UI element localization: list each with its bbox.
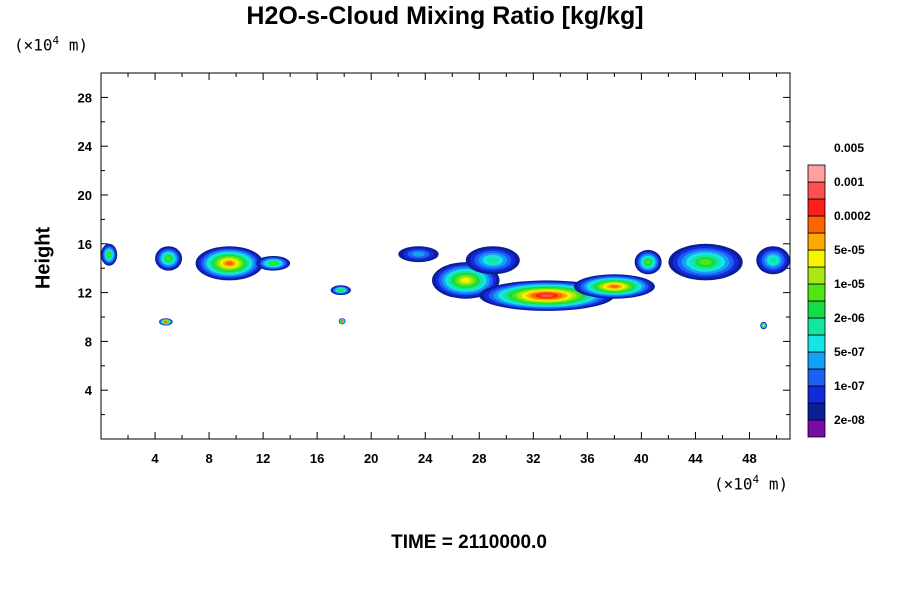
- x-unit-scale: ×10: [723, 474, 753, 494]
- cloud-region: [465, 246, 520, 275]
- colorbar-swatch: [807, 249, 826, 268]
- y-tick-label: 24: [78, 139, 93, 154]
- colorbar-label: 0.0002: [834, 209, 871, 223]
- colorbar-swatch: [807, 351, 826, 370]
- cloud-contour: [769, 257, 777, 264]
- x-tick-label: 8: [205, 451, 212, 466]
- cloud-region: [634, 249, 662, 275]
- colorbar-label: 2e-08: [834, 413, 865, 427]
- cloud-region: [195, 246, 264, 281]
- x-unit-exponent: 4: [752, 473, 760, 486]
- cloud-contour: [107, 252, 111, 257]
- colorbar-swatch: [807, 368, 826, 387]
- cloud-contour: [339, 289, 343, 292]
- x-tick-label: 44: [688, 451, 703, 466]
- x-tick-label: 24: [418, 451, 433, 466]
- colorbar-swatch: [807, 164, 826, 183]
- colorbar-swatch: [807, 283, 826, 302]
- cloud-contour: [540, 294, 554, 298]
- colorbar-label: 0.005: [834, 141, 864, 155]
- colorbar-label: 0.001: [834, 175, 864, 189]
- x-tick-label: 28: [472, 451, 486, 466]
- x-tick-label: 36: [580, 451, 594, 466]
- colorbar-swatch: [807, 317, 826, 336]
- x-tick-label: 48: [742, 451, 756, 466]
- plot-frame: [100, 72, 791, 440]
- colorbar: 2e-08 1e-07 5e-07 2e-06 1e-05 5e-05 0.0002 0.00…: [807, 141, 871, 438]
- cloud-contour: [270, 262, 277, 265]
- colorbar-swatch: [807, 385, 826, 404]
- cloud-field: [101, 243, 790, 330]
- cloud-contour: [166, 256, 171, 261]
- cloud-region: [760, 321, 768, 330]
- cloud-region: [155, 246, 183, 271]
- x-tick-label: 16: [310, 451, 324, 466]
- colorbar-swatch: [807, 215, 826, 234]
- cloud-region: [159, 318, 173, 326]
- x-tick-label: 4: [151, 451, 159, 466]
- colorbar-swatch: [807, 334, 826, 353]
- cloud-contour: [699, 259, 712, 266]
- y-tick-label: 8: [85, 334, 92, 349]
- colorbar-label: 5e-05: [834, 243, 865, 257]
- cloud-contour: [164, 320, 167, 323]
- colorbar-label: 2e-06: [834, 311, 865, 325]
- x-unit-name: m: [768, 474, 779, 494]
- colorbar-swatch: [807, 198, 826, 217]
- colorbar-label: 5e-07: [834, 345, 865, 359]
- x-tick-label: 40: [634, 451, 648, 466]
- cloud-region: [256, 256, 291, 271]
- colorbar-swatch: [807, 181, 826, 200]
- cloud-region: [398, 246, 439, 263]
- cloud-region: [338, 318, 346, 325]
- x-axis-unit: (×104 m): [714, 473, 789, 494]
- y-axis-unit: (×104 m): [14, 34, 89, 55]
- colorbar-swatch: [807, 300, 826, 319]
- cloud-contour: [225, 261, 234, 266]
- cloud-contour: [645, 260, 651, 265]
- cloud-region: [101, 243, 118, 266]
- y-tick-label: 12: [78, 286, 92, 301]
- y-tick-label: 28: [78, 90, 92, 105]
- cloud-contour: [341, 320, 344, 323]
- cloud-region: [330, 285, 351, 296]
- cloud-contour: [461, 277, 471, 283]
- y-unit-exponent: 4: [52, 34, 60, 47]
- cloud-region: [668, 243, 743, 281]
- colorbar-label: 1e-05: [834, 277, 865, 291]
- y-unit-scale: ×10: [23, 35, 53, 55]
- chart-title: H2O-s-Cloud Mixing Ratio [kg/kg]: [246, 2, 644, 30]
- y-unit-name: m: [68, 35, 79, 55]
- y-tick-label: 4: [85, 383, 93, 398]
- cloud-contour: [486, 257, 499, 264]
- time-label: TIME = 2110000.0: [391, 532, 547, 553]
- colorbar-swatch: [807, 419, 826, 438]
- colorbar-label: 1e-07: [834, 379, 865, 393]
- cloud-contour: [762, 324, 765, 327]
- x-tick-label: 32: [526, 451, 540, 466]
- cloud-contour: [609, 285, 619, 288]
- colorbar-swatch: [807, 232, 826, 251]
- cloud-region: [573, 274, 655, 299]
- cloud-region: [756, 246, 790, 275]
- colorbar-swatch: [807, 402, 826, 421]
- x-tick-label: 12: [256, 451, 270, 466]
- cloud-contour: [412, 251, 425, 257]
- colorbar-swatch: [807, 266, 826, 285]
- y-tick-label: 16: [78, 237, 92, 252]
- x-tick-label: 20: [364, 451, 378, 466]
- y-tick-label: 20: [78, 188, 92, 203]
